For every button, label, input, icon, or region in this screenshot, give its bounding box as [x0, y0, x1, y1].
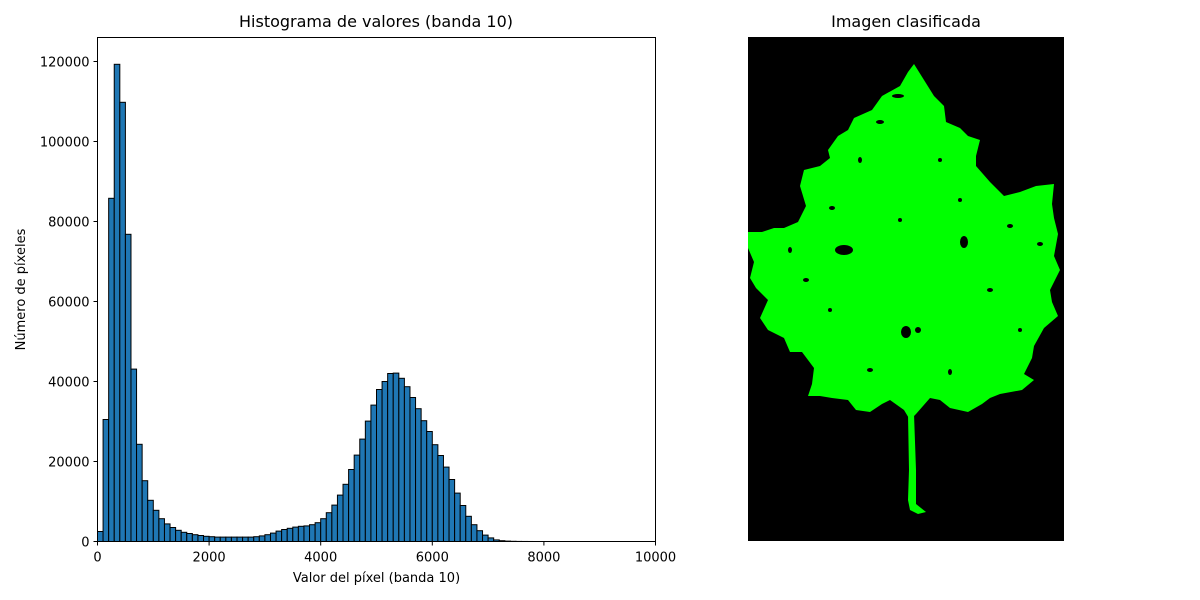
y-tick-label: 40000: [48, 376, 89, 391]
x-tick-label: 4000: [304, 551, 337, 566]
mask-holes: [788, 94, 1043, 375]
histogram-bar: [247, 536, 255, 542]
histogram-bar: [186, 533, 193, 542]
histogram-bar: [242, 536, 249, 542]
histogram-bar: [476, 530, 484, 543]
histogram-bar: [130, 368, 138, 542]
y-axis-label: Número de píxeles: [14, 228, 29, 350]
histogram-bar: [269, 532, 277, 542]
y-axis-ticks: 0 20000 40000 60000 80000 100000 120000: [40, 56, 98, 551]
histogram-bar: [292, 526, 299, 542]
histogram-bar: [124, 233, 132, 543]
histogram-bar: [454, 492, 461, 543]
histogram-bars: [97, 63, 534, 543]
histogram-bar: [442, 466, 450, 543]
histogram-bar: [152, 509, 160, 542]
histogram-bar: [470, 524, 478, 543]
histogram-bar: [431, 444, 439, 543]
leaf-mask: [748, 64, 1060, 514]
histogram-bar: [108, 197, 115, 543]
histogram-bar: [381, 381, 389, 542]
histogram-bar: [136, 443, 143, 542]
histogram-bar: [359, 438, 366, 543]
histogram-title: Histograma de valores (banda 10): [239, 12, 513, 31]
leaf-stem: [908, 414, 926, 514]
histogram-bar: [325, 512, 333, 543]
y-tick-label: 120000: [40, 56, 90, 71]
histogram-bar: [459, 505, 467, 542]
histogram-bar: [297, 525, 305, 542]
histogram-bar: [448, 479, 456, 542]
histogram-bar: [320, 518, 327, 543]
histogram-bar: [203, 535, 210, 542]
histogram-bar: [392, 372, 400, 542]
y-tick-label: 60000: [48, 296, 89, 311]
histogram-bar: [387, 373, 394, 542]
histogram-bar: [147, 499, 154, 542]
histogram-bar: [119, 101, 126, 543]
histogram-bar: [219, 536, 227, 542]
x-tick-label: 0: [93, 551, 101, 566]
histogram-bar: [403, 386, 411, 543]
y-tick-label: 100000: [40, 136, 90, 151]
histogram-bar: [214, 536, 221, 542]
histogram-bar: [225, 536, 232, 542]
leaf-blade: [748, 64, 1060, 420]
histogram-bar: [169, 527, 177, 542]
y-tick-label: 20000: [48, 456, 89, 471]
histogram-bar: [275, 530, 283, 542]
histogram-bar: [465, 515, 472, 542]
classified-image: [748, 37, 1064, 541]
histogram-bar: [141, 480, 149, 543]
plot-frame: [97, 37, 656, 542]
histogram-bar: [236, 536, 244, 542]
histogram-bar: [253, 536, 260, 543]
histogram-bar: [303, 525, 311, 543]
histogram-bar: [409, 397, 417, 542]
histogram-bar: [191, 534, 199, 543]
histogram-bar: [264, 534, 271, 543]
histogram-bar: [102, 419, 110, 542]
histogram-bar: [314, 522, 322, 543]
histogram-bar: [336, 494, 344, 543]
x-axis-ticks: 0 2000 4000 6000 8000 10000: [93, 541, 676, 566]
x-axis-label: Valor del píxel (banda 10): [293, 571, 460, 586]
histogram-bar: [208, 536, 216, 543]
histogram-bar: [197, 535, 205, 542]
histogram-bar: [426, 431, 433, 542]
histogram-bar: [415, 408, 422, 543]
histogram-bar: [370, 404, 378, 542]
histogram-bar: [376, 389, 383, 542]
histogram-bar: [482, 534, 489, 542]
histogram-bar: [348, 469, 355, 542]
histogram-bar: [230, 536, 238, 542]
histogram-bar: [258, 535, 266, 543]
histogram-bar: [342, 483, 350, 542]
histogram-bar: [331, 504, 338, 543]
histogram-bar: [113, 63, 121, 543]
histogram-bar: [364, 420, 372, 543]
histogram-bar: [398, 377, 405, 542]
histogram-bar: [286, 527, 294, 542]
histogram-bar: [420, 420, 428, 543]
histogram-bar: [281, 529, 288, 542]
x-tick-label: 10000: [635, 551, 676, 566]
histogram-bar: [158, 518, 165, 543]
histogram-bar: [180, 531, 188, 542]
histogram-bar: [163, 523, 171, 543]
y-tick-label: 0: [81, 536, 89, 551]
histogram-bar: [437, 455, 444, 542]
histogram-bar: [175, 529, 182, 542]
x-tick-label: 6000: [416, 551, 449, 566]
histogram-bar: [353, 454, 361, 543]
x-tick-label: 2000: [193, 551, 226, 566]
histogram-bar: [487, 537, 495, 543]
histogram-bar: [97, 531, 104, 542]
y-tick-label: 80000: [48, 216, 89, 231]
x-tick-label: 8000: [527, 551, 560, 566]
histogram-bar: [309, 524, 316, 543]
image-title: Imagen clasificada: [831, 12, 981, 31]
